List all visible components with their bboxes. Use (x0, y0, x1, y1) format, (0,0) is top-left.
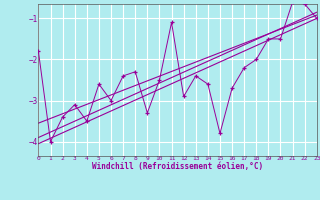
X-axis label: Windchill (Refroidissement éolien,°C): Windchill (Refroidissement éolien,°C) (92, 162, 263, 171)
